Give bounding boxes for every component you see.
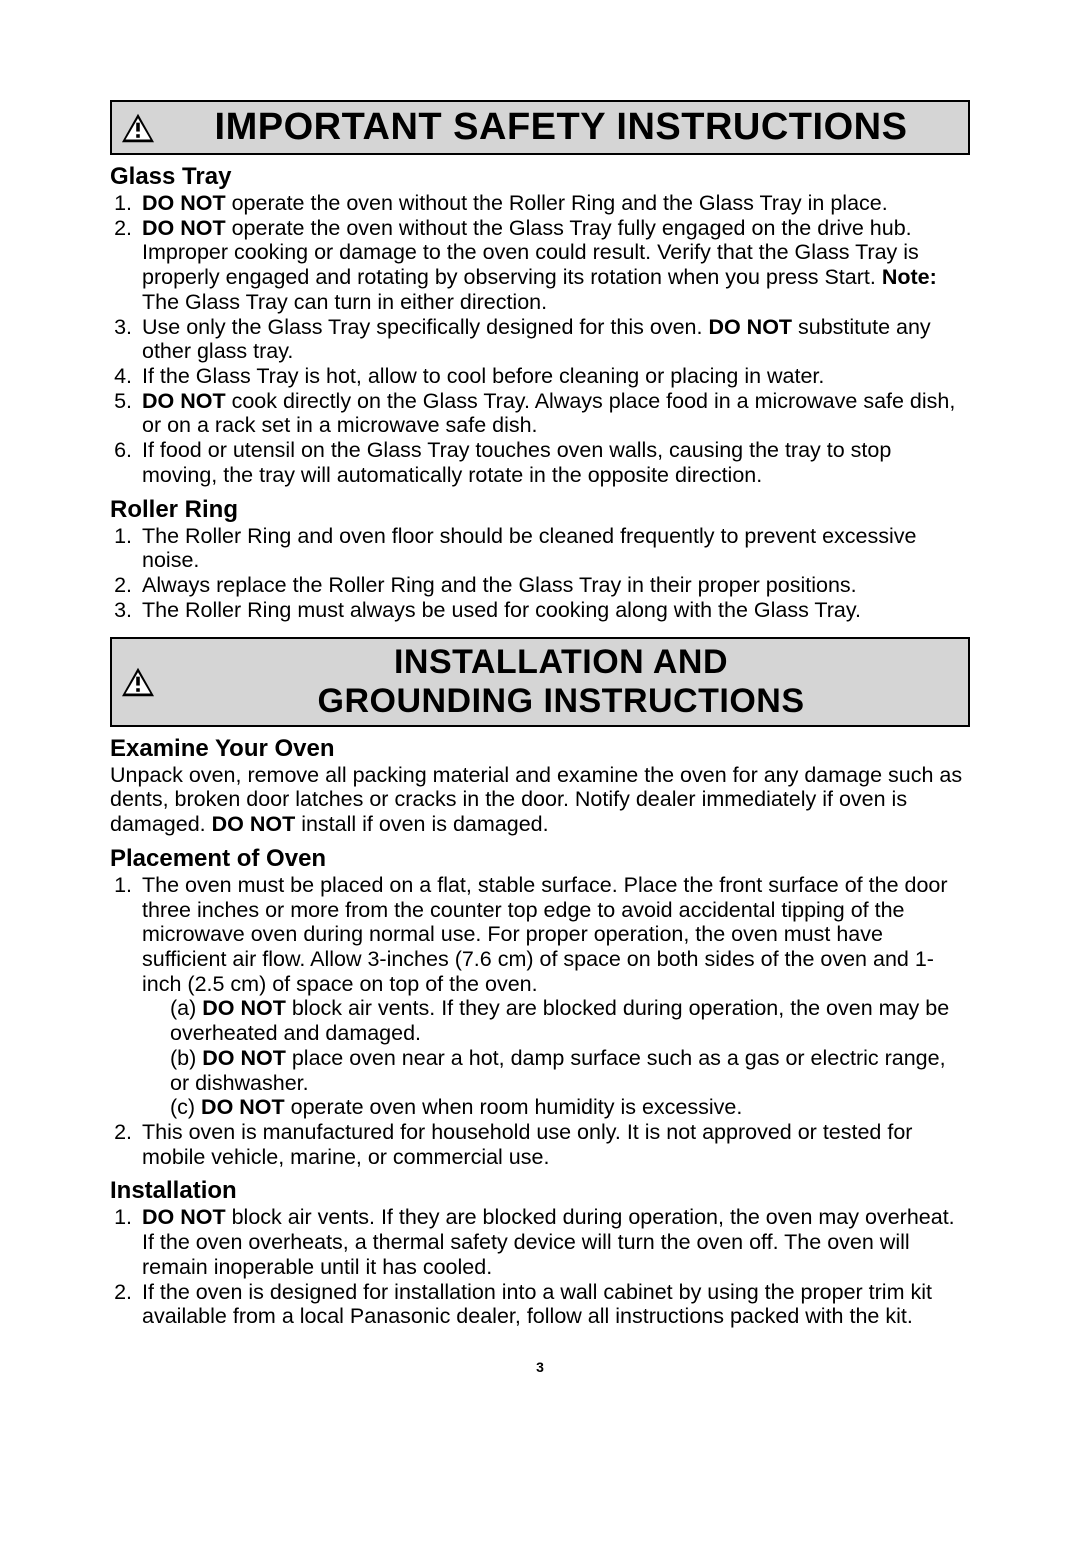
list-item: DO NOT cook directly on the Glass Tray. … bbox=[138, 389, 970, 438]
warning-icon bbox=[120, 112, 156, 144]
list-item: The oven must be placed on a flat, stabl… bbox=[138, 873, 970, 1120]
placement-list: The oven must be placed on a flat, stabl… bbox=[110, 873, 970, 1170]
list-item: (a) DO NOT block air vents. If they are … bbox=[170, 996, 970, 1045]
list-item: If the oven is designed for installation… bbox=[138, 1280, 970, 1329]
warning-icon bbox=[120, 666, 156, 698]
placement-sublist: (a) DO NOT block air vents. If they are … bbox=[142, 996, 970, 1120]
list-item: If the Glass Tray is hot, allow to cool … bbox=[138, 364, 970, 389]
list-item: (b) DO NOT place oven near a hot, damp s… bbox=[170, 1046, 970, 1095]
list-item: DO NOT block air vents. If they are bloc… bbox=[138, 1205, 970, 1279]
list-item: DO NOT operate the oven without the Glas… bbox=[138, 216, 970, 315]
list-item: The Roller Ring must always be used for … bbox=[138, 598, 970, 623]
glass-tray-heading: Glass Tray bbox=[110, 163, 970, 191]
installation-list: DO NOT block air vents. If they are bloc… bbox=[110, 1205, 970, 1329]
list-item: If food or utensil on the Glass Tray tou… bbox=[138, 438, 970, 487]
placement-heading: Placement of Oven bbox=[110, 845, 970, 873]
list-item: (c) DO NOT operate oven when room humidi… bbox=[170, 1095, 970, 1120]
install-heading: Installation bbox=[110, 1177, 970, 1205]
list-item: The Roller Ring and oven floor should be… bbox=[138, 524, 970, 573]
safety-title: IMPORTANT SAFETY INSTRUCTIONS bbox=[162, 106, 960, 149]
list-item: Use only the Glass Tray specifically des… bbox=[138, 315, 970, 364]
safety-header: IMPORTANT SAFETY INSTRUCTIONS bbox=[110, 100, 970, 155]
roller-ring-heading: Roller Ring bbox=[110, 496, 970, 524]
installation-header: INSTALLATION AND GROUNDING INSTRUCTIONS bbox=[110, 637, 970, 727]
glass-tray-list: DO NOT operate the oven without the Roll… bbox=[110, 191, 970, 488]
roller-ring-list: The Roller Ring and oven floor should be… bbox=[110, 524, 970, 623]
page-number: 3 bbox=[110, 1359, 970, 1375]
list-item: This oven is manufactured for household … bbox=[138, 1120, 970, 1169]
installation-title: INSTALLATION AND GROUNDING INSTRUCTIONS bbox=[162, 643, 960, 721]
examine-text: Unpack oven, remove all packing material… bbox=[110, 763, 970, 837]
list-item: Always replace the Roller Ring and the G… bbox=[138, 573, 970, 598]
examine-heading: Examine Your Oven bbox=[110, 735, 970, 763]
list-item: DO NOT operate the oven without the Roll… bbox=[138, 191, 970, 216]
